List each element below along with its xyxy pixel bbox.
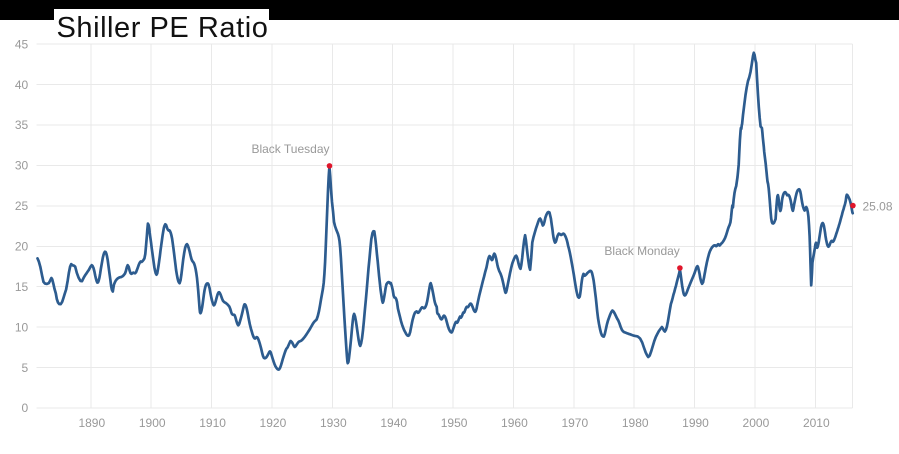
svg-text:1890: 1890 — [78, 416, 105, 430]
svg-text:1970: 1970 — [561, 416, 588, 430]
svg-text:Black Tuesday: Black Tuesday — [251, 142, 329, 156]
svg-text:Black Monday: Black Monday — [604, 244, 679, 258]
svg-text:30: 30 — [15, 159, 29, 173]
svg-text:15: 15 — [15, 280, 29, 294]
svg-text:25: 25 — [15, 199, 29, 213]
svg-text:25.08: 25.08 — [863, 199, 893, 213]
svg-text:1920: 1920 — [260, 416, 287, 430]
svg-text:1980: 1980 — [622, 416, 649, 430]
svg-text:2000: 2000 — [743, 416, 770, 430]
svg-text:1900: 1900 — [139, 416, 166, 430]
svg-text:10: 10 — [15, 320, 29, 334]
svg-text:1960: 1960 — [501, 416, 528, 430]
svg-text:0: 0 — [22, 401, 29, 415]
svg-text:5: 5 — [22, 361, 29, 375]
svg-text:45: 45 — [15, 37, 29, 51]
svg-text:20: 20 — [15, 240, 29, 254]
svg-text:1910: 1910 — [199, 416, 226, 430]
svg-text:1930: 1930 — [320, 416, 347, 430]
svg-text:35: 35 — [15, 118, 29, 132]
svg-text:40: 40 — [15, 78, 29, 92]
svg-text:1940: 1940 — [380, 416, 407, 430]
svg-text:1950: 1950 — [441, 416, 468, 430]
svg-text:2010: 2010 — [803, 416, 830, 430]
svg-text:1990: 1990 — [682, 416, 709, 430]
